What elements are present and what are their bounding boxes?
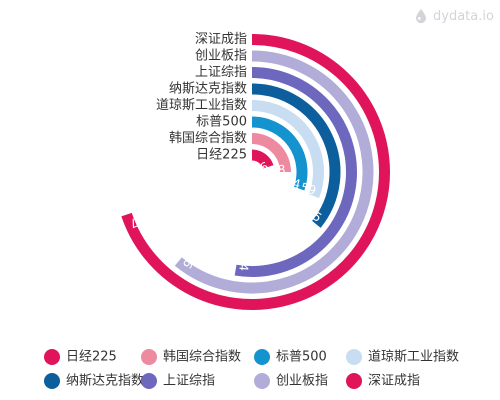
legend-swatch-series-1: [141, 349, 157, 365]
legend-swatch-series-6: [254, 373, 270, 389]
category-label-series-4: 纳斯达克指数: [169, 82, 247, 97]
arc-series-1: [251, 133, 292, 173]
legend-item-series-4: 纳斯达克指数: [44, 373, 144, 389]
watermark: dydata.io: [413, 8, 494, 24]
arc-series-6: [174, 50, 374, 294]
value-label-series-3: 11.59: [281, 175, 318, 198]
category-label-series-0: 日经225: [196, 148, 247, 163]
legend-label-series-6: 创业板指: [276, 374, 328, 389]
legend-label-series-2: 标普500: [276, 350, 327, 365]
legend-swatch-series-0: [44, 349, 60, 365]
arc-series-2: [251, 116, 308, 191]
legend-item-series-0: 日经225: [44, 349, 117, 365]
category-label-series-7: 深证成指: [195, 32, 247, 47]
category-label-series-6: 创业板指: [195, 49, 247, 64]
legend-item-series-2: 标普500: [254, 349, 327, 365]
legend-swatch-series-2: [254, 349, 270, 365]
value-label-series-2: 11.4: [273, 171, 302, 191]
legend-swatch-series-3: [346, 349, 362, 365]
arc-series-5: [234, 67, 357, 277]
legend-item-series-6: 创业板指: [254, 373, 328, 389]
category-label-series-3: 道琼斯工业指数: [156, 98, 247, 113]
legend-label-series-1: 韩国综合指数: [163, 350, 241, 365]
value-label-series-7: 26.17: [128, 204, 165, 230]
legend-swatch-series-5: [141, 373, 157, 389]
drop-icon: [416, 9, 426, 24]
value-label-series-6: 22.86: [180, 235, 211, 271]
value-label-series-4: 13.45: [288, 194, 324, 225]
legend-swatch-series-7: [346, 373, 362, 389]
legend-label-series-3: 道琼斯工业指数: [368, 350, 459, 365]
legend-label-series-7: 深证成指: [368, 374, 420, 389]
legend-item-series-5: 上证综指: [141, 373, 215, 389]
watermark-text: dydata.io: [433, 8, 494, 24]
legend-label-series-0: 日经225: [66, 350, 117, 365]
category-label-series-1: 韩国综合指数: [169, 131, 247, 146]
category-label-series-5: 上证综指: [195, 65, 247, 80]
arc-series-7: [121, 34, 390, 310]
legend-label-series-4: 纳斯达克指数: [66, 374, 144, 389]
value-label-series-5: 19.74: [236, 236, 253, 271]
arc-series-3: [251, 100, 324, 199]
category-label-series-2: 标普500: [196, 115, 247, 130]
arc-series-4: [251, 83, 341, 228]
legend-item-series-3: 道琼斯工业指数: [346, 349, 459, 365]
value-label-series-1: 9.38: [258, 162, 286, 178]
legend-item-series-1: 韩国综合指数: [141, 349, 241, 365]
arc-series: [121, 34, 390, 310]
legend-label-series-5: 上证综指: [163, 374, 215, 389]
legend-item-series-7: 深证成指: [346, 373, 420, 389]
legend-swatch-series-4: [44, 373, 60, 389]
arc-series-0: [251, 149, 274, 170]
